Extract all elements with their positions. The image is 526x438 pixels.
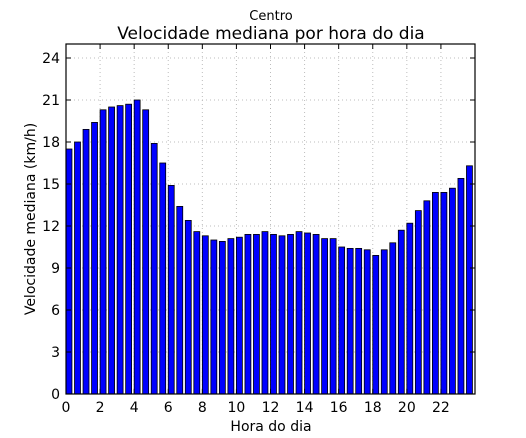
y-tick-label: 12 (42, 219, 60, 235)
x-tick-label: 6 (164, 400, 173, 416)
bar-hour-21 (423, 200, 431, 395)
x-tick-label: 12 (262, 400, 280, 416)
bar-hour-23.5 (466, 165, 473, 395)
bar-hour-9 (218, 240, 226, 395)
bar-hour-4.5 (142, 109, 150, 395)
bars (65, 99, 473, 395)
bar-hour-6 (167, 184, 175, 395)
bar-hour-6.5 (176, 205, 184, 395)
bar-hour-18 (372, 254, 380, 395)
bar-hour-8 (201, 235, 209, 395)
y-tick-label: 18 (42, 135, 60, 151)
bar-hour-20 (406, 222, 414, 395)
bar-hour-2 (99, 109, 107, 395)
x-axis-label: Hora do dia (230, 419, 311, 435)
bar-hour-1 (82, 128, 90, 395)
axis-ticks (65, 44, 475, 395)
y-tick-label: 9 (51, 261, 60, 277)
bar-hour-9.5 (227, 238, 235, 395)
bar-hour-13 (287, 233, 294, 395)
bar-hour-17 (355, 247, 363, 395)
y-tick-label: 6 (51, 303, 60, 319)
bar-hour-7 (184, 219, 192, 395)
bar-hour-12.5 (278, 235, 286, 395)
x-tick-label: 4 (130, 400, 139, 416)
y-axis-label: Velocidade mediana (km/h) (23, 123, 39, 315)
x-tick-label: 0 (62, 400, 71, 416)
bar-hour-14.5 (312, 233, 320, 395)
bar-hour-20.5 (414, 210, 422, 395)
bar-hour-13.5 (295, 231, 303, 395)
bar-hour-3.5 (125, 103, 133, 395)
bar-hour-2.5 (108, 106, 115, 395)
x-tick-label: 22 (432, 400, 450, 416)
chart-title: Velocidade mediana por hora do dia (117, 24, 424, 44)
bar-hour-5 (150, 142, 158, 395)
bar-hour-15 (321, 238, 328, 395)
y-tick-label: 24 (42, 51, 60, 67)
bar-hour-21.5 (431, 191, 439, 395)
bar-hour-23 (457, 177, 465, 395)
x-tick-label: 8 (198, 400, 207, 416)
x-tick-label: 2 (96, 400, 105, 416)
bar-hour-11.5 (261, 231, 269, 395)
x-tick-label: 16 (330, 400, 348, 416)
bar-hour-17.5 (363, 249, 371, 395)
bar-hour-10 (236, 236, 243, 395)
y-tick-labels: 0 3 6 9 12 15 18 21 24 (42, 51, 60, 403)
bar-hour-11 (253, 233, 260, 395)
bar-hour-4 (133, 99, 141, 395)
bar-hour-12 (270, 233, 277, 395)
x-tick-label: 10 (228, 400, 246, 416)
bar-hour-10.5 (244, 233, 252, 395)
bar-hour-22.5 (449, 187, 456, 395)
bar-hour-16 (338, 246, 346, 395)
x-tick-label: 14 (296, 400, 314, 416)
y-tick-label: 3 (51, 345, 60, 361)
bar-hour-8.5 (210, 239, 218, 395)
bar-hour-15.5 (329, 238, 337, 395)
bar-hour-19.5 (397, 229, 405, 395)
x-tick-label: 18 (364, 400, 382, 416)
bar-hour-3 (116, 105, 124, 395)
bar-hour-5.5 (159, 162, 167, 395)
y-tick-label: 21 (42, 93, 60, 109)
bar-hour-7.5 (193, 231, 201, 395)
bar-hour-16.5 (346, 247, 354, 395)
bar-hour-22 (440, 191, 448, 395)
bar-hour-1.5 (91, 122, 98, 395)
x-tick-labels: 0 2 4 6 8 10 12 14 16 18 20 22 (62, 400, 450, 416)
bar-hour-19 (389, 242, 397, 395)
y-tick-label: 0 (51, 387, 60, 403)
x-tick-label: 20 (398, 400, 416, 416)
chart-subtitle: Centro (249, 9, 292, 24)
bar-hour-0 (65, 148, 73, 395)
bar-hour-14 (304, 232, 311, 395)
y-tick-label: 15 (42, 177, 60, 193)
bar-hour-18.5 (380, 249, 388, 395)
bar-hour-0.5 (74, 141, 81, 395)
